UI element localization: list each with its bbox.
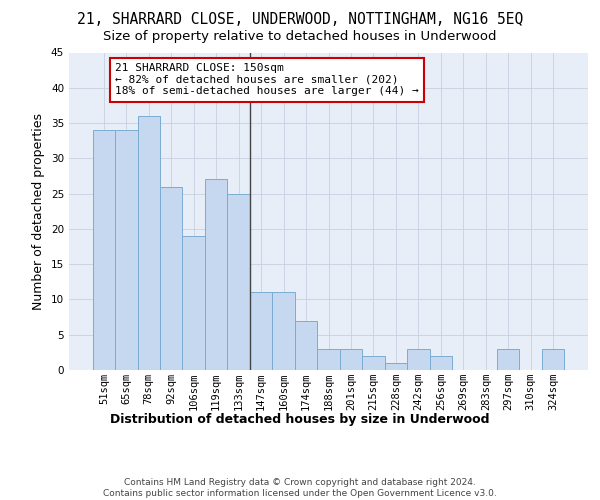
Bar — [497, 349, 520, 370]
Text: Distribution of detached houses by size in Underwood: Distribution of detached houses by size … — [110, 412, 490, 426]
Bar — [115, 130, 137, 370]
Text: Size of property relative to detached houses in Underwood: Size of property relative to detached ho… — [103, 30, 497, 43]
Text: 21 SHARRARD CLOSE: 150sqm
← 82% of detached houses are smaller (202)
18% of semi: 21 SHARRARD CLOSE: 150sqm ← 82% of detac… — [115, 63, 419, 96]
Bar — [542, 349, 565, 370]
Text: 21, SHARRARD CLOSE, UNDERWOOD, NOTTINGHAM, NG16 5EQ: 21, SHARRARD CLOSE, UNDERWOOD, NOTTINGHA… — [77, 12, 523, 28]
Bar — [317, 349, 340, 370]
Bar — [272, 292, 295, 370]
Bar — [250, 292, 272, 370]
Bar — [227, 194, 250, 370]
Y-axis label: Number of detached properties: Number of detached properties — [32, 113, 46, 310]
Bar — [340, 349, 362, 370]
Bar — [205, 180, 227, 370]
Bar — [160, 186, 182, 370]
Bar — [92, 130, 115, 370]
Bar — [385, 363, 407, 370]
Bar — [362, 356, 385, 370]
Bar — [182, 236, 205, 370]
Text: Contains HM Land Registry data © Crown copyright and database right 2024.
Contai: Contains HM Land Registry data © Crown c… — [103, 478, 497, 498]
Bar — [137, 116, 160, 370]
Bar — [295, 320, 317, 370]
Bar — [407, 349, 430, 370]
Bar — [430, 356, 452, 370]
